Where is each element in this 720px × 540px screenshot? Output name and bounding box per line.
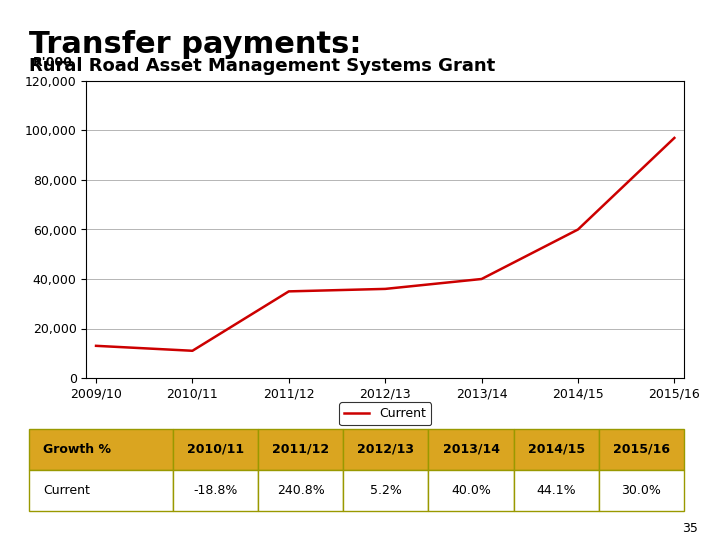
Current [574, 226, 582, 233]
Legend: Current: Current [339, 402, 431, 425]
Current [381, 286, 390, 292]
Current [670, 134, 679, 141]
Current [91, 342, 100, 349]
Current [284, 288, 293, 295]
Text: Rural Road Asset Management Systems Grant: Rural Road Asset Management Systems Gran… [29, 57, 495, 75]
Text: Transfer payments:: Transfer payments: [29, 30, 361, 59]
Current [188, 348, 197, 354]
Current [477, 276, 486, 282]
Line: Current: Current [96, 138, 675, 351]
Text: 35: 35 [683, 522, 698, 535]
Text: R'000: R'000 [32, 56, 73, 69]
